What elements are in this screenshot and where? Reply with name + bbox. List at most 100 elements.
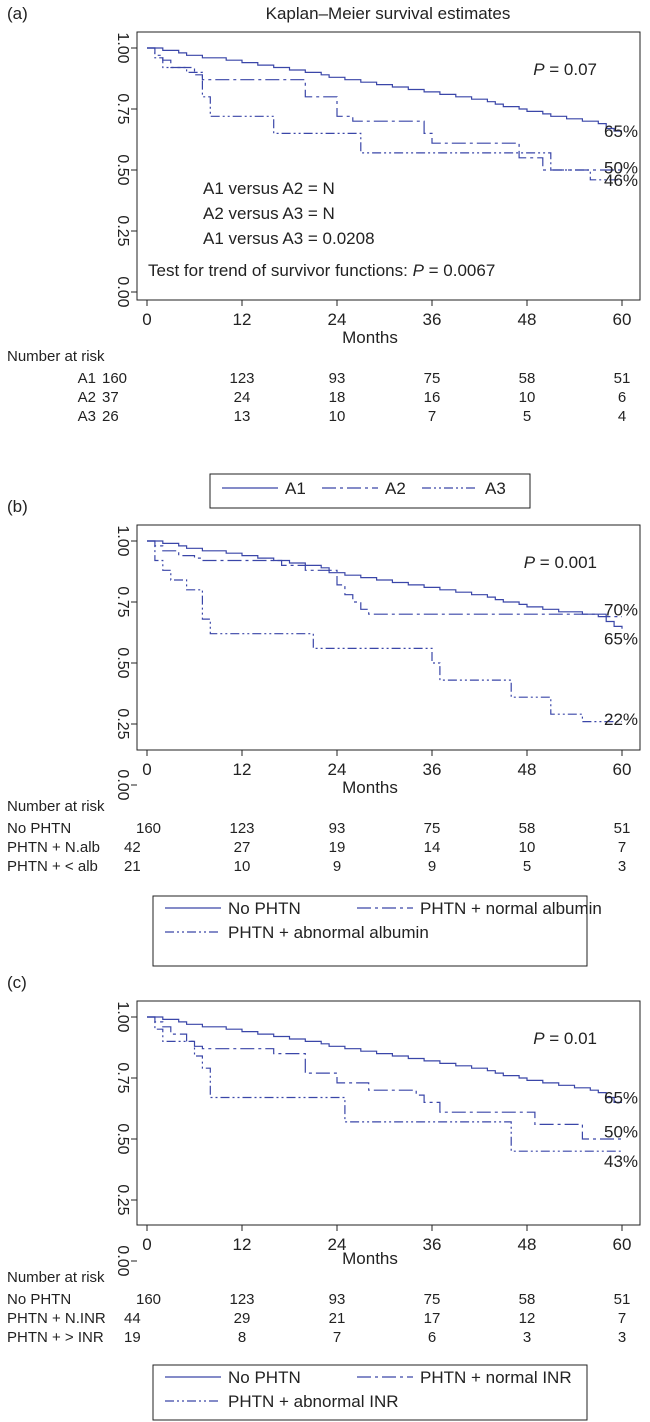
risk-count: 26 <box>102 408 119 425</box>
x-tick-label: 36 <box>423 760 442 779</box>
y-tick-label: 1.00 <box>114 525 131 556</box>
x-tick-label: 12 <box>233 310 252 329</box>
end-percent-label: 65% <box>604 630 638 649</box>
risk-row-label: PHTN + > INR <box>7 1329 104 1346</box>
end-percent-label: 65% <box>604 1089 638 1108</box>
risk-count: 21 <box>124 858 141 875</box>
survival-curve-no-phtn <box>147 540 623 629</box>
risk-count: 3 <box>618 858 626 875</box>
legend-label: PHTN + abnormal INR <box>228 1392 399 1411</box>
panel-label: (c) <box>7 973 27 992</box>
x-tick-label: 0 <box>142 760 151 779</box>
risk-count: 75 <box>424 1291 441 1308</box>
risk-count: 27 <box>234 839 251 856</box>
risk-count: 10 <box>519 389 536 406</box>
risk-count: 123 <box>229 1291 254 1308</box>
risk-row-label: PHTN + N.alb <box>7 839 100 856</box>
p-value-label: P = 0.01 <box>533 1029 597 1048</box>
legend-label: PHTN + abnormal albumin <box>228 923 429 942</box>
plot-frame <box>136 31 641 301</box>
risk-count: 51 <box>614 820 631 837</box>
legend-label: A3 <box>485 479 506 498</box>
survival-curve-no-phtn <box>147 1016 622 1103</box>
y-tick-label: 0.75 <box>114 586 131 617</box>
y-tick-label: 0.25 <box>114 708 131 739</box>
x-tick-label: 0 <box>142 1235 151 1254</box>
risk-count: 51 <box>614 370 631 387</box>
y-tick-label: 0.00 <box>114 276 131 307</box>
legend-label: A2 <box>385 479 406 498</box>
survival-curve-phtn-normal-albumin <box>147 540 622 618</box>
survival-curve-a3 <box>147 47 622 181</box>
end-percent-label: 50% <box>604 1123 638 1142</box>
risk-count: 8 <box>238 1329 246 1346</box>
x-tick-label: 60 <box>613 1235 632 1254</box>
risk-count: 37 <box>102 389 119 406</box>
survival-curve-phtn-normal-inr <box>147 1016 622 1140</box>
risk-count: 42 <box>124 839 141 856</box>
comparison-annotation: A1 versus A2 = N <box>203 179 335 198</box>
legend-label: PHTN + normal INR <box>420 1368 572 1387</box>
y-tick-label: 0.25 <box>114 215 131 246</box>
panel-label: (b) <box>7 497 28 516</box>
risk-count: 7 <box>618 1310 626 1327</box>
risk-count: 6 <box>428 1329 436 1346</box>
risk-count: 17 <box>424 1310 441 1327</box>
risk-row-label: No PHTN <box>7 1291 71 1308</box>
x-axis-label: Months <box>342 1249 398 1268</box>
x-tick-label: 60 <box>613 310 632 329</box>
x-tick-label: 48 <box>518 310 537 329</box>
risk-row-label: A2 <box>78 389 96 406</box>
risk-count: 160 <box>136 820 161 837</box>
risk-count: 51 <box>614 1291 631 1308</box>
risk-count: 4 <box>618 408 626 425</box>
plot-frame <box>136 1000 641 1226</box>
x-tick-label: 24 <box>328 310 347 329</box>
risk-count: 19 <box>329 839 346 856</box>
x-tick-label: 12 <box>233 760 252 779</box>
risk-table-heading: Number at risk <box>7 348 105 365</box>
risk-count: 93 <box>329 820 346 837</box>
panel-label: (a) <box>7 4 28 23</box>
risk-count: 123 <box>229 820 254 837</box>
end-percent-label: 46% <box>604 171 638 190</box>
risk-row-label: PHTN + < alb <box>7 858 98 875</box>
risk-count: 123 <box>229 370 254 387</box>
risk-count: 75 <box>424 370 441 387</box>
risk-count: 75 <box>424 820 441 837</box>
km-panel-0: (a) Kaplan–Meier survival estimates 0.00 0.… <box>7 4 641 509</box>
x-tick-label: 48 <box>518 1235 537 1254</box>
risk-count: 3 <box>523 1329 531 1346</box>
risk-count: 6 <box>618 389 626 406</box>
risk-count: 19 <box>124 1329 141 1346</box>
risk-count: 9 <box>428 858 436 875</box>
plot-frame <box>136 524 641 751</box>
p-value-label: P = 0.07 <box>533 60 597 79</box>
x-tick-label: 36 <box>423 310 442 329</box>
risk-count: 3 <box>618 1329 626 1346</box>
y-tick-label: 0.50 <box>114 1123 131 1154</box>
risk-count: 12 <box>519 1310 536 1327</box>
risk-row-label: PHTN + N.INR <box>7 1310 106 1327</box>
risk-count: 93 <box>329 370 346 387</box>
risk-count: 7 <box>428 408 436 425</box>
comparison-annotation: A1 versus A3 = 0.0208 <box>203 229 375 248</box>
risk-count: 21 <box>329 1310 346 1327</box>
risk-count: 44 <box>124 1310 141 1327</box>
km-panel-1: (b) 0.00 0.25 0.50 0.75 1.00 0 12 24 36 48 60 Months… <box>7 497 641 967</box>
risk-count: 29 <box>234 1310 251 1327</box>
legend-label: PHTN + normal albumin <box>420 899 602 918</box>
risk-count: 5 <box>523 858 531 875</box>
x-axis-label: Months <box>342 778 398 797</box>
x-tick-label: 36 <box>423 1235 442 1254</box>
survival-curve-phtn-abnormal-inr <box>147 1016 622 1152</box>
end-percent-label: 50% <box>604 159 638 178</box>
risk-count: 24 <box>234 389 251 406</box>
y-tick-label: 0.50 <box>114 154 131 185</box>
legend-label: A1 <box>285 479 306 498</box>
trend-test-label: Test for trend of survivor functions: P … <box>148 261 495 280</box>
survival-curve-a2 <box>147 47 622 171</box>
risk-count: 18 <box>329 389 346 406</box>
risk-count: 10 <box>329 408 346 425</box>
